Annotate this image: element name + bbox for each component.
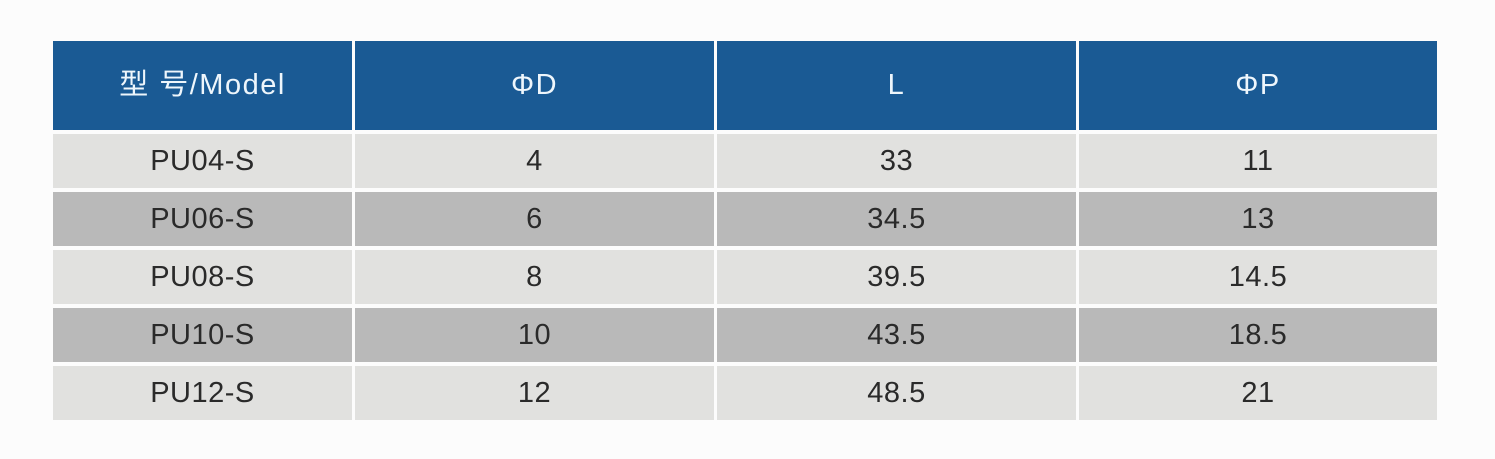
column-header-d: ΦD	[355, 41, 714, 130]
row2-l-cell: 34.5	[717, 192, 1076, 246]
row2-p-cell: 13	[1079, 192, 1437, 246]
column-header-p: ΦP	[1079, 41, 1437, 130]
row1-model-cell: PU04-S	[53, 134, 352, 188]
row3-l-cell: 39.5	[717, 250, 1076, 304]
column-header-l: L	[717, 41, 1076, 130]
row4-p-cell: 18.5	[1079, 308, 1437, 362]
spec-table: 型 号/Model ΦD L ΦP PU04-S 4 33 11 PU06-S …	[53, 41, 1437, 420]
row4-l-cell: 43.5	[717, 308, 1076, 362]
row3-d-cell: 8	[355, 250, 714, 304]
row4-model-cell: PU10-S	[53, 308, 352, 362]
row5-d-cell: 12	[355, 366, 714, 420]
row5-p-cell: 21	[1079, 366, 1437, 420]
row5-model-cell: PU12-S	[53, 366, 352, 420]
row1-p-cell: 11	[1079, 134, 1437, 188]
column-header-model: 型 号/Model	[53, 41, 352, 130]
row1-d-cell: 4	[355, 134, 714, 188]
row2-model-cell: PU06-S	[53, 192, 352, 246]
row1-l-cell: 33	[717, 134, 1076, 188]
row3-model-cell: PU08-S	[53, 250, 352, 304]
row2-d-cell: 6	[355, 192, 714, 246]
row5-l-cell: 48.5	[717, 366, 1076, 420]
row4-d-cell: 10	[355, 308, 714, 362]
row3-p-cell: 14.5	[1079, 250, 1437, 304]
